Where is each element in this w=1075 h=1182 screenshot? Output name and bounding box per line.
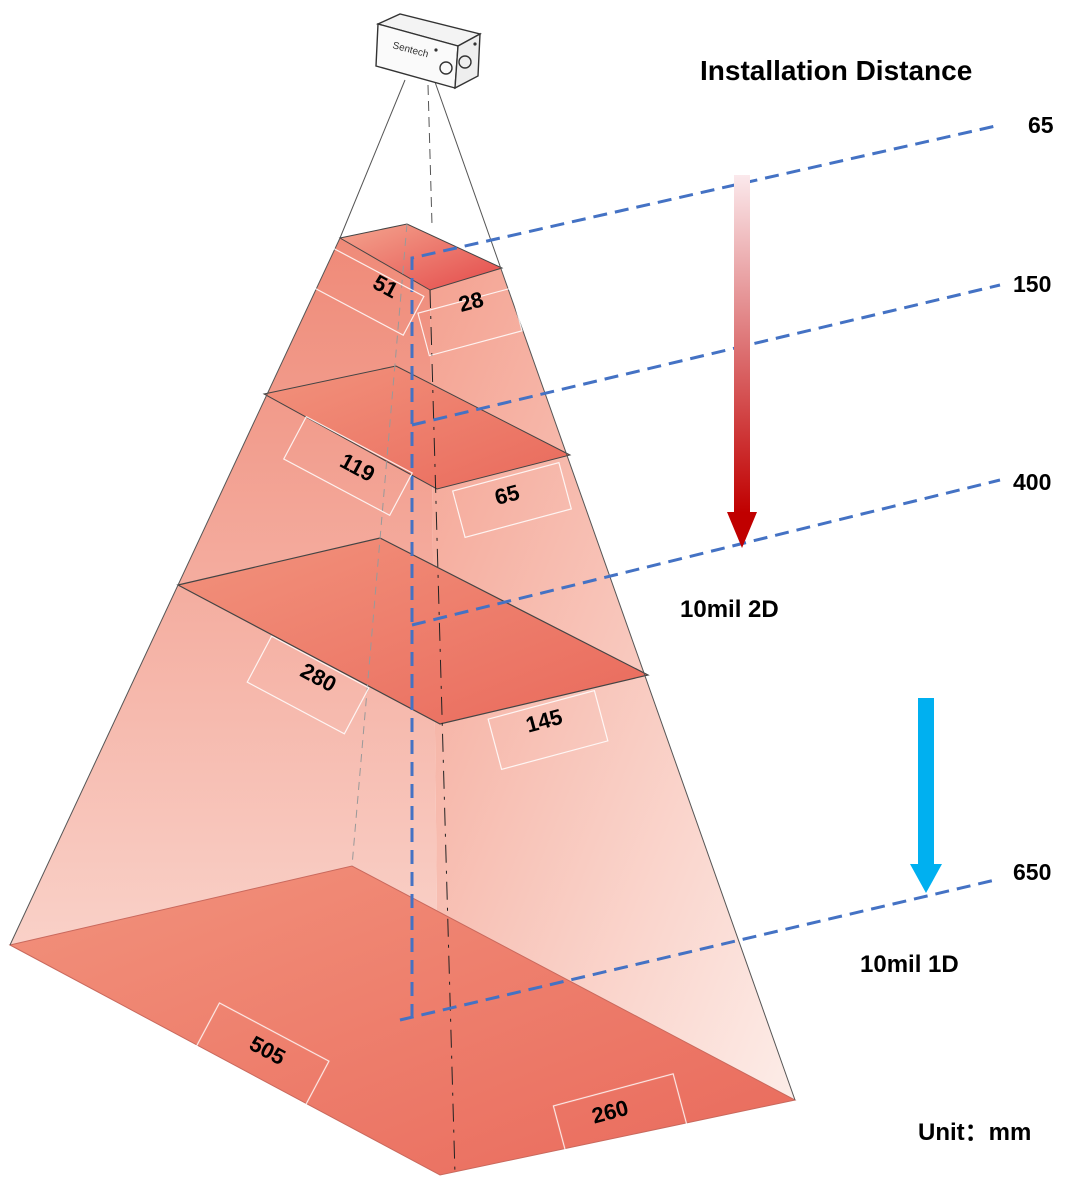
scanner-lens-icon [439,61,453,75]
fov-plane-150 [262,365,572,490]
fov-plane-65 [338,223,504,291]
range-arrow-1d [910,698,942,893]
distance-guides [399,123,1001,1022]
frustum-edges [9,223,796,1176]
distance-label-400: 400 [1013,469,1051,495]
range-label-1d: 10mil 1D [860,951,959,978]
scanner-device: Sentech [375,13,482,90]
distance-label-65: 65 [1028,112,1054,138]
scanner-beam [339,79,501,267]
scanner-lens-icon [458,55,472,69]
unit-label: Unit：mm [918,1119,1031,1146]
range-arrow-2d [727,175,757,548]
range-label-2d: 10mil 2D [680,596,779,623]
dimension-boxes [194,243,688,1157]
diagram-title: Installation Distance [700,55,972,86]
distance-label-650: 650 [1013,859,1051,885]
distance-label-150: 150 [1013,271,1051,297]
